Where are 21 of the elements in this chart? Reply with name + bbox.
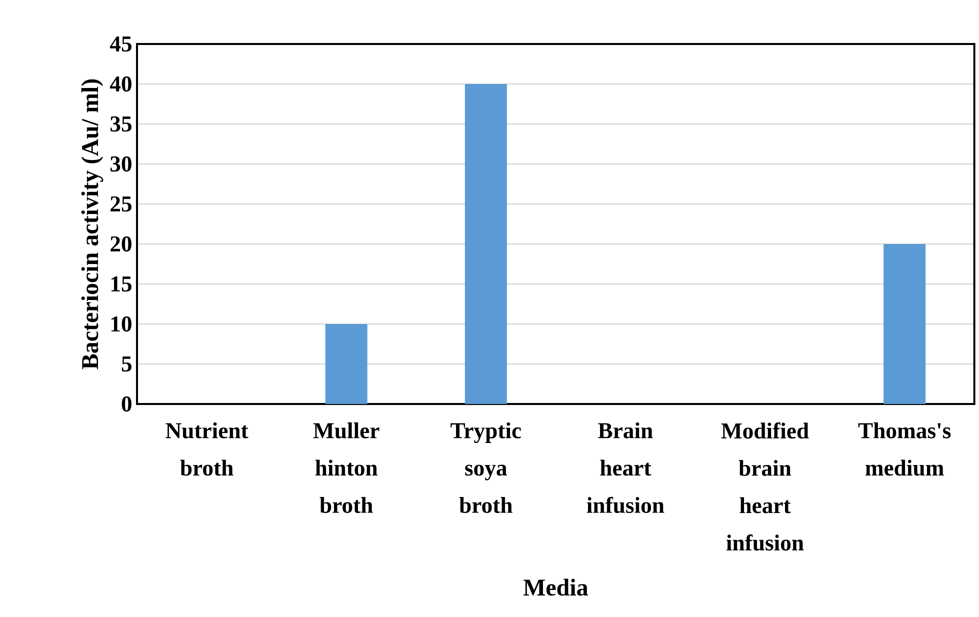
y-tick-label: 0 bbox=[122, 396, 132, 412]
y-tick-label: 5 bbox=[122, 356, 132, 372]
y-tick-label: 15 bbox=[111, 276, 132, 292]
bar bbox=[325, 324, 368, 404]
x-axis-title: Media bbox=[523, 578, 588, 596]
y-tick-label: 20 bbox=[110, 236, 132, 252]
x-tick-label: Brain heart infusion bbox=[586, 422, 664, 514]
y-tick-label: 10 bbox=[111, 316, 132, 332]
bar bbox=[464, 84, 507, 404]
bar bbox=[884, 244, 926, 404]
y-tick-label: 40 bbox=[110, 76, 132, 92]
x-tick-label: Modified brain heart infusion bbox=[721, 422, 809, 551]
x-tick-label: Nutrient broth bbox=[166, 422, 248, 476]
x-tick-label: Muller hinton broth bbox=[313, 422, 380, 514]
x-tick-label: Tryptic soya broth bbox=[450, 422, 521, 514]
y-tick-label: 35 bbox=[110, 116, 132, 132]
y-axis-title: Bacteriocin activity (Au/ ml) bbox=[81, 79, 104, 370]
y-tick-label: 30 bbox=[110, 156, 132, 172]
y-tick-label: 45 bbox=[110, 36, 132, 52]
y-tick-label: 25 bbox=[110, 196, 132, 212]
x-tick-label: Thomas's medium bbox=[858, 422, 951, 476]
